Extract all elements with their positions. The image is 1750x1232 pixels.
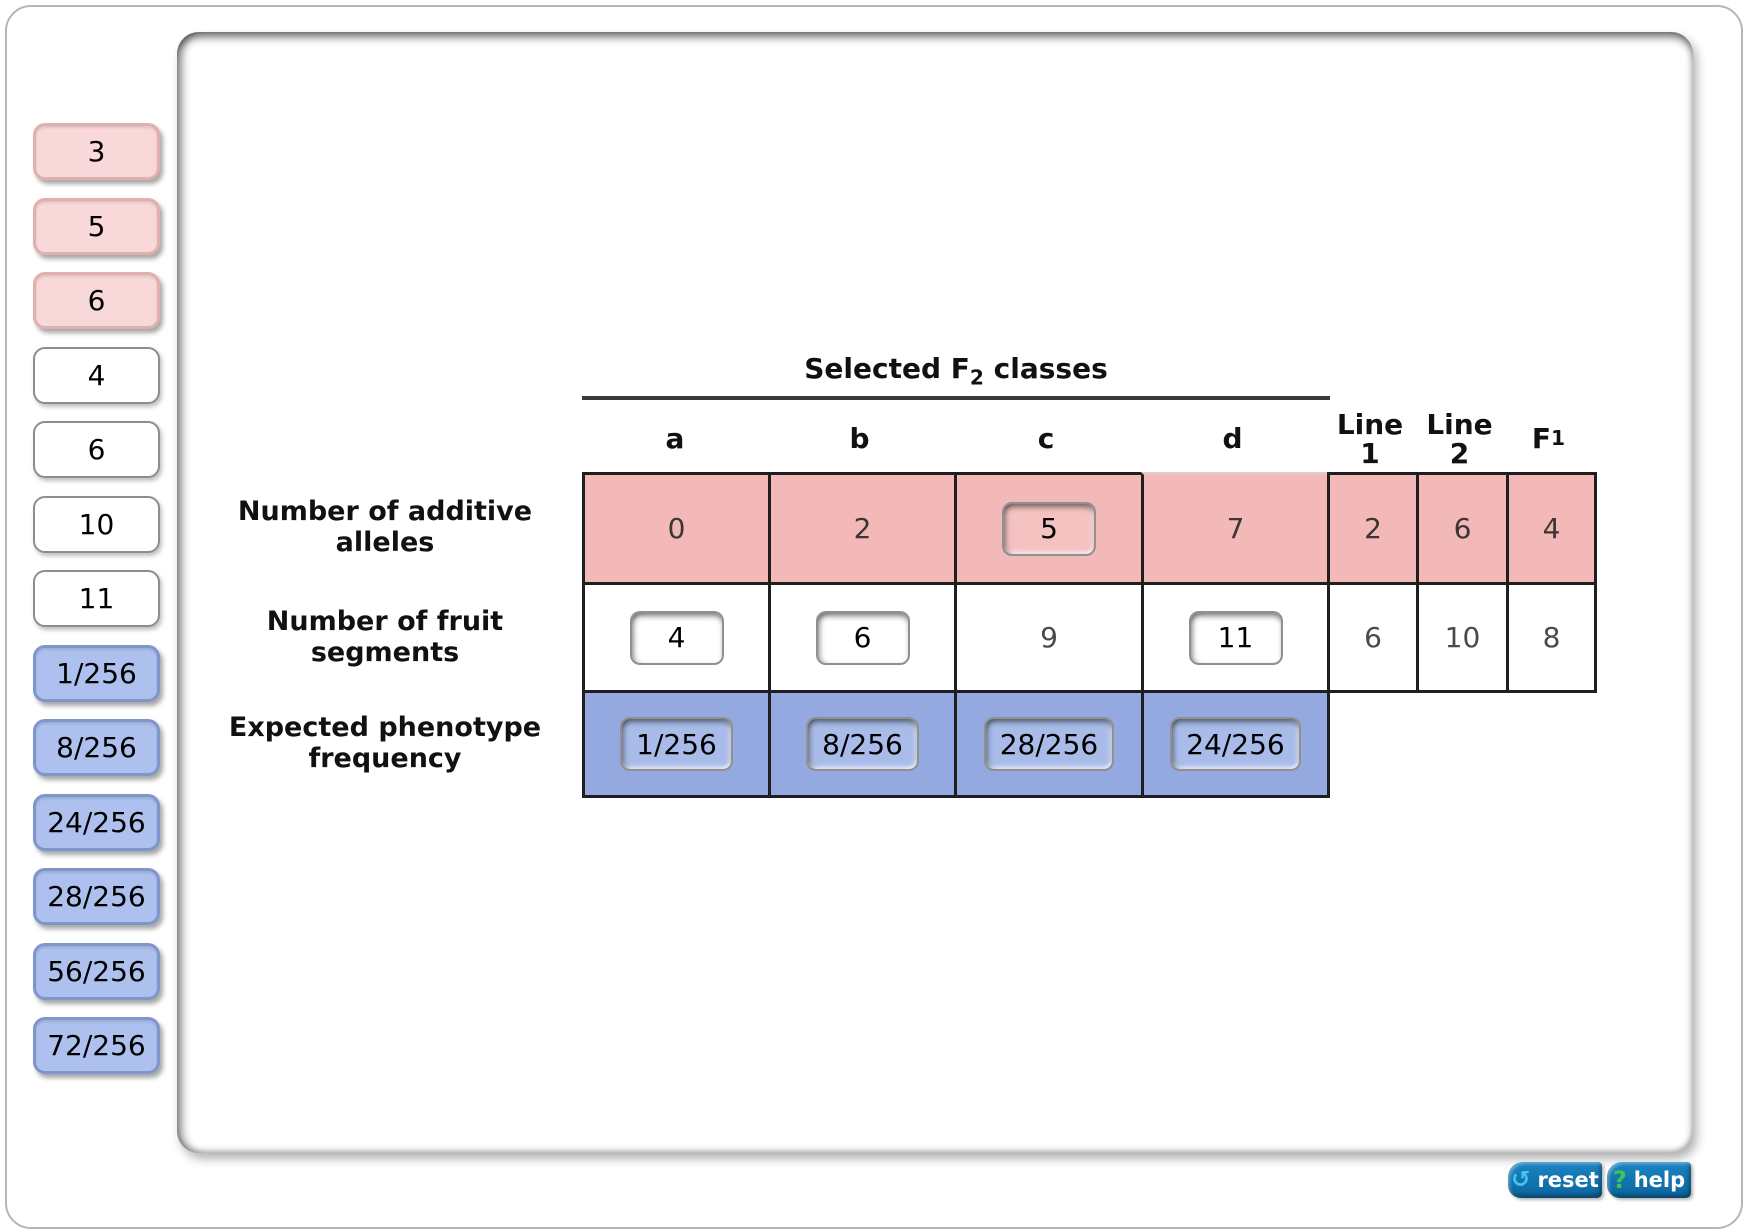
column-header-line2: Line 2	[1413, 408, 1506, 470]
dropped-token-24-256[interactable]: 24/256	[1170, 717, 1301, 771]
row-label-line: alleles	[335, 527, 435, 558]
column-header-a: a	[665, 422, 685, 456]
table-row-fruit-segments: 4 6 9 11 6 10 8	[582, 582, 1597, 693]
cell-segments-f1: 8	[1506, 582, 1597, 693]
cell-segments-a: 4	[582, 582, 771, 693]
row-label-fruit-segments: Number of fruit segments	[205, 606, 565, 668]
column-header-c: c	[1037, 422, 1055, 456]
table-title-main: Selected F	[804, 352, 970, 385]
table-title: Selected F2 classes	[582, 352, 1330, 390]
column-header-line1-number: 1	[1360, 437, 1380, 470]
dropped-token-5[interactable]: 5	[1002, 501, 1096, 556]
cell-segments-d: 11	[1141, 582, 1330, 693]
column-header-f1-main: F	[1531, 422, 1552, 456]
cell-value: 10	[1444, 621, 1481, 654]
cell-value: 7	[1226, 512, 1245, 545]
dropped-token-8-256[interactable]: 8/256	[806, 717, 919, 771]
row-label-line: Number of fruit	[266, 606, 504, 637]
cell-additive-line2: 6	[1416, 472, 1509, 585]
table-title-suffix: classes	[983, 352, 1108, 385]
dropped-token-11[interactable]: 11	[1188, 610, 1283, 665]
cell-value: 4	[1542, 512, 1561, 545]
draggable-token-5[interactable]: 5	[33, 197, 160, 255]
cell-value: 6	[1453, 512, 1472, 545]
dropped-token-4[interactable]: 4	[629, 610, 724, 665]
column-header-line1: Line 1	[1324, 408, 1416, 470]
cell-additive-d: 7	[1141, 472, 1330, 585]
column-header-line2-word: Line	[1426, 407, 1493, 441]
cell-frequency-b: 8/256	[768, 690, 957, 798]
table-title-subscript: 2	[969, 365, 984, 390]
dropped-token-1-256[interactable]: 1/256	[620, 717, 733, 771]
cell-segments-line2: 10	[1416, 582, 1509, 693]
cell-value: 6	[1364, 621, 1382, 654]
draggable-token-6[interactable]: 6	[33, 272, 160, 329]
question-mark-icon: ?	[1612, 1166, 1627, 1194]
table-row-additive-alleles: 0 2 5 7 2 6 4	[582, 472, 1597, 585]
cell-frequency-c: 28/256	[954, 690, 1144, 798]
reset-button[interactable]: ↺ reset	[1508, 1162, 1602, 1198]
help-label: help	[1633, 1168, 1686, 1192]
cell-value: 2	[1364, 512, 1382, 545]
column-header-f1-subscript: 1	[1551, 426, 1566, 451]
draggable-token-24-256[interactable]: 24/256	[33, 793, 160, 851]
cell-additive-f1: 4	[1506, 472, 1597, 585]
draggable-token-72-256[interactable]: 72/256	[33, 1017, 160, 1074]
cell-additive-a: 0	[582, 472, 771, 585]
cell-additive-b: 2	[768, 472, 957, 585]
cell-value: 0	[667, 512, 686, 545]
draggable-token-3[interactable]: 3	[33, 123, 160, 180]
column-header-d: d	[1222, 422, 1243, 456]
table-row-phenotype-frequency: 1/256 8/256 28/256 24/256	[582, 690, 1330, 798]
column-header-b: b	[849, 422, 870, 456]
column-header-line1-word: Line	[1336, 407, 1404, 441]
dropped-token-6[interactable]: 6	[815, 610, 910, 665]
cell-frequency-a: 1/256	[582, 690, 771, 798]
draggable-token-8-256[interactable]: 8/256	[33, 719, 160, 776]
draggable-token-28-256[interactable]: 28/256	[33, 868, 160, 925]
cell-value: 8	[1542, 621, 1561, 654]
row-label-line: Number of additive	[237, 496, 533, 527]
draggable-token-1-256[interactable]: 1/256	[33, 644, 160, 702]
reset-label: reset	[1537, 1168, 1599, 1192]
draggable-token-4[interactable]: 4	[33, 346, 160, 404]
cell-additive-c: 5	[954, 472, 1144, 585]
draggable-token-11[interactable]: 11	[33, 570, 160, 627]
draggable-token-10[interactable]: 10	[33, 495, 160, 553]
row-label-phenotype-frequency: Expected phenotype frequency	[205, 712, 565, 774]
cell-frequency-d: 24/256	[1141, 690, 1330, 798]
cell-segments-c: 9	[954, 582, 1144, 693]
row-label-line: Expected phenotype	[228, 712, 542, 743]
draggable-token-56-256[interactable]: 56/256	[33, 942, 160, 1000]
help-button[interactable]: ? help	[1607, 1162, 1691, 1198]
cell-additive-line1: 2	[1327, 472, 1419, 585]
cell-segments-b: 6	[768, 582, 957, 693]
token-tray: 3 5 6 4 6 10 11 1/256 8/256 24/256 28/25…	[33, 123, 160, 1074]
row-label-line: segments	[310, 637, 460, 668]
draggable-token-6b[interactable]: 6	[33, 421, 160, 478]
row-label-additive-alleles: Number of additive alleles	[205, 496, 565, 558]
title-underline	[582, 396, 1330, 400]
reset-icon: ↺	[1511, 1166, 1531, 1193]
cell-value: 2	[853, 512, 872, 545]
row-label-line: frequency	[308, 743, 462, 774]
cell-value: 9	[1040, 621, 1058, 654]
cell-segments-line1: 6	[1327, 582, 1419, 693]
dropped-token-28-256[interactable]: 28/256	[983, 717, 1115, 771]
column-header-line2-number: 2	[1449, 437, 1470, 470]
